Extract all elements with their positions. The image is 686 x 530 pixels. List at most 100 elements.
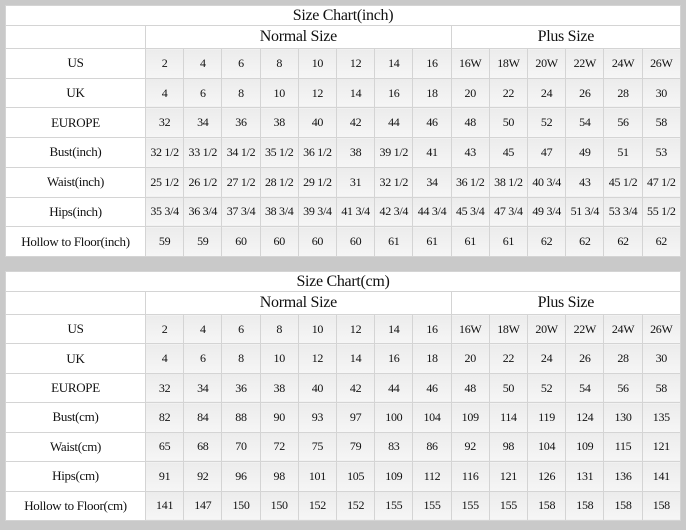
- size-cell: 121: [641, 431, 682, 463]
- row-label: Hollow to Floor(cm): [5, 490, 146, 522]
- size-cell: 18: [412, 77, 452, 109]
- size-cell: 32: [144, 372, 185, 404]
- size-cell: 70: [221, 431, 261, 463]
- size-cell: 48: [450, 107, 490, 139]
- row-label: Waist(cm): [5, 431, 146, 463]
- size-cell: 16: [412, 313, 452, 345]
- size-table: Size Chart(cm) Normal Size Plus Size US 2 4 6 8…: [5, 271, 682, 522]
- size-cell: 20W: [527, 313, 567, 345]
- size-cell: 93: [297, 402, 338, 433]
- size-cell: 52: [527, 372, 567, 404]
- table-row: Waist(inch) 25 1/2 26 1/2 27 1/2 28 1/2 29 1/…: [5, 166, 682, 198]
- size-cell: 75: [297, 431, 338, 463]
- size-cell: 38: [259, 372, 299, 404]
- size-cell: 36 1/2: [450, 166, 490, 198]
- size-cell: 61: [488, 226, 529, 257]
- size-cell: 34: [412, 166, 452, 198]
- size-cell: 24W: [603, 313, 643, 345]
- chart-title: Size Chart(cm): [5, 271, 681, 292]
- size-cell: 43: [565, 166, 605, 198]
- size-cell: 20W: [527, 48, 567, 79]
- size-cell: 4: [144, 343, 185, 374]
- size-cell: 26: [565, 77, 605, 109]
- size-cell: 79: [336, 431, 376, 463]
- size-cell: 12: [336, 313, 376, 345]
- size-cell: 38 3/4: [259, 196, 299, 228]
- size-cell: 12: [297, 77, 338, 109]
- size-cell: 20: [450, 343, 490, 374]
- size-cell: 56: [603, 107, 643, 139]
- size-cell: 53 3/4: [603, 196, 643, 228]
- size-cell: 126: [527, 461, 567, 492]
- size-cell: 141: [641, 461, 682, 492]
- size-cell: 46: [412, 372, 452, 404]
- table-row: Hollow to Floor(cm) 141 147 150 150 152 152 155…: [5, 490, 682, 522]
- size-cell: 38: [336, 137, 376, 168]
- size-cell: 22W: [565, 313, 605, 345]
- size-cell: 60: [259, 226, 299, 257]
- size-cell: 32: [144, 107, 185, 139]
- size-cell: 40 3/4: [527, 166, 567, 198]
- size-cell: 6: [183, 77, 223, 109]
- size-cell: 24W: [603, 48, 643, 79]
- size-cell: 2: [144, 48, 185, 79]
- size-cell: 60: [221, 226, 261, 257]
- size-cell: 29 1/2: [297, 166, 338, 198]
- size-chart-inch: Size Chart(inch) Normal Size Plus Size US 2 4…: [5, 5, 682, 257]
- table-row: Waist(cm) 65 68 70 72 75 79 83 86 92 98 104 109 115 12…: [5, 431, 682, 463]
- group-plus-size: Plus Size: [450, 25, 682, 49]
- size-cell: 12: [336, 48, 376, 79]
- size-cell: 114: [488, 402, 529, 433]
- size-cell: 90: [259, 402, 299, 433]
- size-cell: 88: [221, 402, 261, 433]
- size-cell: 12: [297, 343, 338, 374]
- size-cell: 4: [183, 313, 223, 345]
- size-cell: 50: [488, 107, 529, 139]
- size-cell: 44: [374, 107, 414, 139]
- group-normal-size: Normal Size: [145, 25, 452, 49]
- size-cell: 37 3/4: [221, 196, 261, 228]
- row-label: Bust(cm): [5, 402, 146, 433]
- size-cell: 10: [297, 48, 338, 79]
- size-cell: 104: [527, 431, 567, 463]
- size-cell: 2: [144, 313, 185, 345]
- row-label: US: [5, 48, 146, 79]
- size-cell: 155: [450, 490, 490, 522]
- size-cell: 59: [183, 226, 223, 257]
- size-cell: 52: [527, 107, 567, 139]
- size-cell: 147: [183, 490, 223, 522]
- size-cell: 155: [412, 490, 452, 522]
- size-cell: 24: [527, 77, 567, 109]
- size-cell: 155: [374, 490, 414, 522]
- table-row: US 2 4 6 8 10 12 14 16 16W 18W 20W 22W 24W 26W: [5, 313, 682, 345]
- size-table: Size Chart(inch) Normal Size Plus Size US 2 4…: [5, 5, 682, 257]
- size-cell: 30: [641, 343, 682, 374]
- size-cell: 62: [641, 226, 682, 257]
- size-cell: 92: [183, 461, 223, 492]
- size-cell: 18W: [488, 48, 529, 79]
- table-row: Hips(cm) 91 92 96 98 101 105 109 112 116 121 126 131…: [5, 461, 682, 492]
- size-cell: 158: [641, 490, 682, 522]
- size-cell: 8: [221, 343, 261, 374]
- size-cell: 54: [565, 107, 605, 139]
- size-cell: 39 3/4: [297, 196, 338, 228]
- size-cell: 32 1/2: [144, 137, 185, 168]
- table-row: Bust(inch) 32 1/2 33 1/2 34 1/2 35 1/2 36 1/2…: [5, 137, 682, 168]
- size-cell: 150: [221, 490, 261, 522]
- size-cell: 32 1/2: [374, 166, 414, 198]
- size-cell: 65: [144, 431, 185, 463]
- size-cell: 8: [259, 313, 299, 345]
- size-cell: 42: [336, 372, 376, 404]
- group-plus-size: Plus Size: [450, 291, 682, 315]
- size-cell: 28 1/2: [259, 166, 299, 198]
- size-cell: 158: [603, 490, 643, 522]
- size-cell: 6: [221, 48, 261, 79]
- size-cell: 35 1/2: [259, 137, 299, 168]
- size-cell: 116: [450, 461, 490, 492]
- size-cell: 84: [183, 402, 223, 433]
- size-cell: 48: [450, 372, 490, 404]
- size-cell: 131: [565, 461, 605, 492]
- size-cell: 6: [221, 313, 261, 345]
- size-cell: 109: [374, 461, 414, 492]
- table-row: US 2 4 6 8 10 12 14 16 16W 18W 20W 22W 24W 26W: [5, 48, 682, 79]
